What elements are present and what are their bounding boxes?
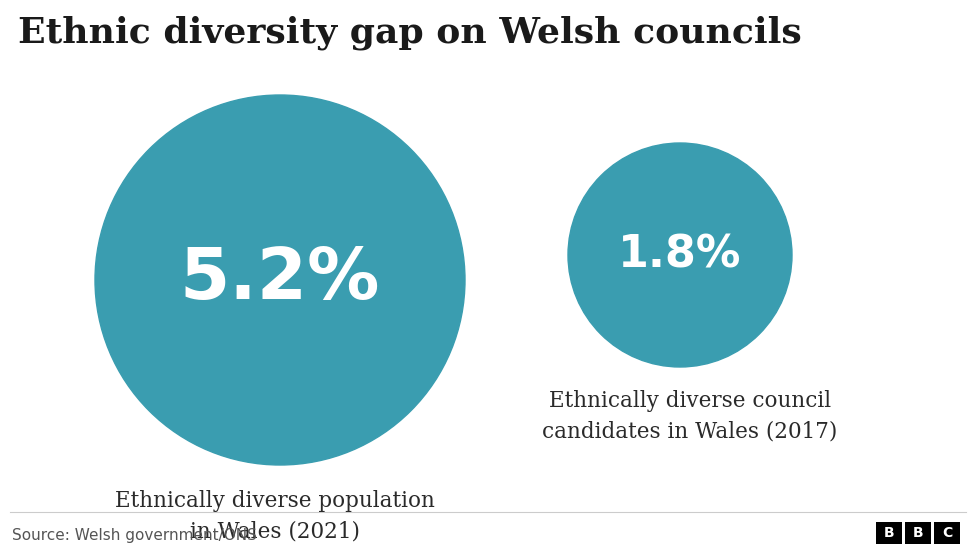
- Text: Ethnically diverse population
in Wales (2021): Ethnically diverse population in Wales (…: [115, 490, 435, 542]
- Circle shape: [568, 143, 792, 367]
- Text: B: B: [883, 526, 894, 540]
- Text: B: B: [913, 526, 923, 540]
- Bar: [876, 522, 902, 544]
- Text: Ethnic diversity gap on Welsh councils: Ethnic diversity gap on Welsh councils: [18, 15, 801, 49]
- Text: 5.2%: 5.2%: [180, 245, 381, 315]
- Text: Ethnically diverse council
candidates in Wales (2017): Ethnically diverse council candidates in…: [543, 390, 837, 442]
- Text: C: C: [942, 526, 953, 540]
- Bar: [905, 522, 931, 544]
- Text: 1.8%: 1.8%: [619, 233, 742, 277]
- Circle shape: [95, 95, 465, 465]
- Bar: [934, 522, 960, 544]
- Text: Source: Welsh government/ONS: Source: Welsh government/ONS: [12, 528, 257, 543]
